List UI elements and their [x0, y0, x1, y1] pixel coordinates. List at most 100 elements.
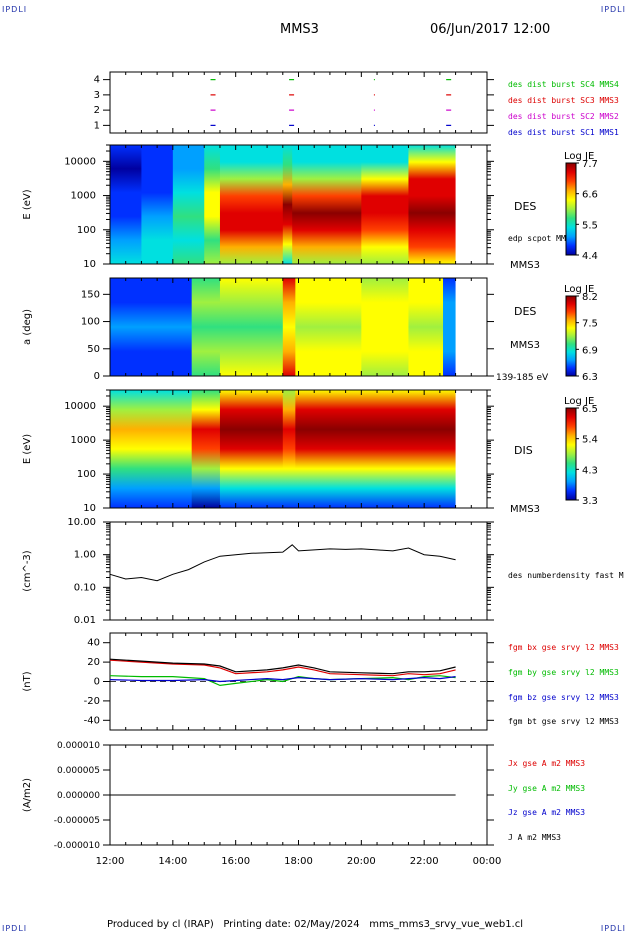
current-yaxis-tick-3: 0.000005 — [57, 766, 100, 776]
corner-label-top-left: IPDLI — [2, 5, 28, 14]
density-legend: des numberdensity fast M — [508, 571, 624, 580]
des-pa-ylabel: a (deg) — [22, 309, 33, 345]
des-energy-colorbar-tick-1: 6.6 — [582, 190, 598, 201]
footer-produced-by: Produced by cl (IRAP) — [106, 919, 214, 930]
des-pa-heatmap-band — [443, 278, 457, 376]
density-tick-0: 0.01 — [74, 615, 96, 626]
des-energy-heatmap-band — [110, 145, 142, 264]
dis-energy-ylabel: E (eV) — [22, 434, 33, 464]
des-pa-yaxis-tick-0: 0 — [94, 371, 100, 382]
dis-energy-colorbar-tick-2: 4.3 — [582, 465, 598, 476]
dis-energy-colorbar-tick-0: 6.5 — [582, 404, 598, 415]
dis-energy-colorbar-tick-3: 3.3 — [582, 496, 598, 507]
corner-label-bottom-right: IPDLI — [600, 924, 626, 933]
time-tick-3: 18:00 — [284, 856, 313, 867]
des-pa-heatmap-band — [408, 278, 444, 376]
bfield-line-3 — [109, 658, 456, 675]
bfield-yaxis-tick-0: -40 — [84, 715, 100, 726]
density-tick-1: 0.10 — [74, 582, 96, 593]
des-energy-heatmap-band — [141, 145, 174, 264]
datetime-title: 06/Jun/2017 12:00 — [430, 22, 551, 37]
bfield-line-2 — [109, 676, 456, 683]
burst-panel — [109, 71, 488, 134]
burst-legend-1: des dist burst SC1 MMS1 — [508, 128, 619, 137]
current-legend-1: Jy gse A m2 MMS3 — [508, 784, 585, 793]
des-energy-label: DES — [514, 200, 536, 213]
des-pa-colorbar-title: Log JE — [564, 284, 594, 295]
des-pa-colorbar-tick-0: 8.2 — [582, 292, 598, 303]
des-energy-yaxis-tick-3: 10000 — [64, 156, 96, 167]
burst-yaxis-tick-1: 2 — [94, 105, 100, 116]
des-pa-colorbar-tick-3: 6.3 — [582, 372, 598, 383]
footer-script-name: mms_mms3_srvy_vue_web1.cl — [369, 919, 524, 930]
des-pa-bottom-label: 139-185 eV — [496, 373, 549, 383]
current-ylabel: (A/m2) — [22, 778, 33, 812]
des-pa-colorbar-tick-1: 7.5 — [582, 319, 598, 330]
des-energy-heatmap-band — [172, 145, 205, 264]
bfield-legend-2: fgm bz gse srvy l2 MMS3 — [508, 693, 619, 702]
des-energy-colorbar-tick-2: 5.5 — [582, 220, 598, 231]
density-panel — [109, 521, 488, 621]
dis-energy-heatmap-band — [110, 390, 193, 508]
des-pa-sublabel: MMS3 — [510, 340, 540, 351]
des-pa-yaxis-tick-2: 100 — [81, 317, 100, 328]
des-pa-colorbar — [565, 295, 577, 377]
footer: Produced by cl (IRAP) Printing date: 02/… — [0, 919, 630, 930]
des-energy-heatmap-band — [204, 145, 221, 264]
bfield-yaxis-tick-1: -20 — [84, 696, 100, 707]
time-tick-2: 16:00 — [221, 856, 250, 867]
time-tick-4: 20:00 — [347, 856, 376, 867]
corner-label-bottom-left: IPDLI — [2, 924, 28, 933]
current-legend-0: Jx gse A m2 MMS3 — [508, 759, 585, 768]
des-pa-heatmap — [110, 278, 487, 376]
bfield-line-0 — [109, 659, 456, 677]
current-legend-2: Jz gse A m2 MMS3 — [508, 808, 585, 817]
dis-energy-heatmap-band — [295, 390, 409, 508]
des-pa-label: DES — [514, 305, 536, 318]
bfield-yaxis-tick-4: 40 — [87, 638, 100, 649]
dis-energy-label: DIS — [514, 444, 533, 457]
des-energy-heatmap-band — [292, 145, 362, 264]
density-line — [109, 544, 456, 582]
des-energy-colorbar — [565, 162, 577, 256]
current-yaxis-tick-2: 0.000000 — [57, 791, 100, 801]
burst-yaxis-tick-0: 1 — [94, 120, 100, 131]
des-energy-heatmap-band — [361, 145, 409, 264]
burst-yaxis-tick-3: 4 — [94, 75, 100, 86]
dis-energy-yaxis-tick-2: 1000 — [71, 435, 96, 446]
des-pa-heatmap-band — [282, 278, 296, 376]
des-energy-colorbar-tick-3: 4.4 — [582, 251, 598, 262]
summary-plot: 1 2 3 4 des dist burst SC1 MMS1 des dist burs… — [22, 71, 624, 867]
des-pa-heatmap-band — [295, 278, 362, 376]
burst-legend-4: des dist burst SC4 MMS4 — [508, 80, 619, 89]
des-energy-yaxis-tick-1: 100 — [77, 225, 96, 236]
des-energy-bottom-label: MMS3 — [510, 260, 540, 271]
dis-energy-heatmap-band — [408, 390, 457, 508]
time-tick-0: 12:00 — [96, 856, 125, 867]
dis-energy-heatmap-band — [282, 390, 296, 508]
burst-yaxis-tick-2: 3 — [94, 90, 100, 101]
des-energy-ylabel: E (eV) — [22, 189, 33, 219]
dis-energy-heatmap-band — [219, 390, 284, 508]
corner-label-top-right: IPDLI — [600, 5, 626, 14]
des-pa-heatmap-band — [361, 278, 409, 376]
dis-energy-yaxis-tick-3: 10000 — [64, 401, 96, 412]
burst-legend-2: des dist burst SC2 MMS2 — [508, 112, 619, 121]
dis-energy-yaxis-tick-1: 100 — [77, 469, 96, 480]
des-energy-colorbar-title: Log JE — [564, 151, 594, 162]
des-pa-heatmap-band — [191, 278, 221, 376]
dis-energy-colorbar — [565, 407, 577, 501]
des-energy-heatmap — [110, 145, 487, 264]
dis-energy-colorbar-tick-1: 5.4 — [582, 435, 598, 446]
bfield-ylabel: (nT) — [22, 671, 33, 691]
des-energy-heatmap-band — [282, 145, 293, 264]
dis-energy-heatmap — [110, 390, 487, 508]
des-energy-yaxis-tick-2: 1000 — [71, 191, 96, 202]
des-pa-heatmap-band — [219, 278, 284, 376]
density-ylabel: (cm^-3) — [22, 550, 33, 591]
dis-energy-heatmap-band — [191, 390, 221, 508]
des-pa-heatmap-band — [110, 278, 193, 376]
des-pa-yaxis-tick-3: 150 — [81, 289, 100, 300]
bfield-yaxis-tick-2: 0 — [94, 677, 100, 688]
spacecraft-title: MMS3 — [280, 22, 319, 37]
